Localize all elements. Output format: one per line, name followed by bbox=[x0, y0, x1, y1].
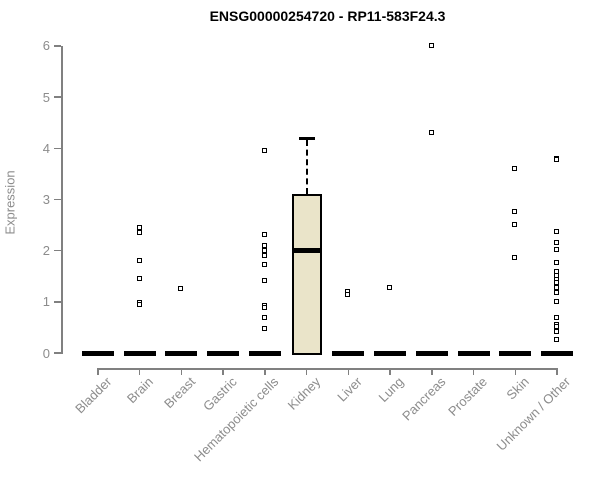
data-point bbox=[554, 328, 560, 334]
data-point bbox=[512, 222, 518, 228]
zero-median-bar bbox=[207, 350, 240, 356]
zero-median-bar bbox=[374, 350, 407, 356]
x-tick-mark bbox=[264, 368, 266, 375]
y-tick-mark bbox=[54, 352, 61, 354]
x-category-label: Pancreas bbox=[399, 374, 449, 424]
data-point bbox=[554, 337, 560, 343]
y-tick-mark bbox=[54, 249, 61, 252]
x-tick-mark bbox=[138, 368, 141, 375]
zero-median-bar bbox=[541, 350, 574, 356]
zero-median-bar bbox=[499, 350, 532, 356]
zero-median-bar bbox=[248, 350, 281, 356]
data-point bbox=[387, 284, 393, 290]
y-tick-label: 4 bbox=[42, 140, 50, 156]
x-category-label: Breast bbox=[160, 374, 199, 412]
x-tick-mark bbox=[472, 368, 475, 375]
data-point bbox=[554, 246, 560, 252]
data-point bbox=[261, 252, 267, 258]
y-tick-mark bbox=[54, 301, 61, 303]
data-point bbox=[136, 257, 142, 263]
data-point bbox=[512, 165, 518, 171]
data-point bbox=[554, 229, 560, 235]
data-point bbox=[512, 254, 518, 260]
x-tick-mark bbox=[556, 368, 558, 375]
data-point bbox=[261, 315, 267, 321]
median-line bbox=[291, 248, 322, 254]
x-tick-mark bbox=[97, 368, 99, 375]
zero-median-bar bbox=[165, 350, 198, 356]
x-tick-mark bbox=[389, 368, 391, 375]
data-point bbox=[428, 42, 434, 48]
y-tick-mark bbox=[54, 147, 61, 150]
y-tick-mark bbox=[54, 45, 61, 47]
x-category-label: Brain bbox=[124, 374, 157, 407]
y-axis-line bbox=[61, 45, 63, 354]
y-tick-label: 6 bbox=[42, 38, 50, 54]
data-point bbox=[261, 261, 267, 267]
data-point bbox=[261, 305, 267, 311]
x-category-label: Unknown / Other bbox=[494, 374, 574, 454]
upper-whisker bbox=[305, 140, 308, 195]
x-tick-mark bbox=[222, 368, 224, 375]
y-tick-label: 2 bbox=[42, 243, 50, 259]
y-tick-label: 5 bbox=[42, 89, 50, 105]
data-point bbox=[261, 242, 267, 248]
data-point bbox=[554, 284, 560, 290]
y-axis-label: Expression bbox=[2, 170, 18, 235]
x-category-label: Gastric bbox=[200, 374, 240, 414]
data-point bbox=[428, 129, 434, 135]
data-point bbox=[554, 290, 560, 296]
box bbox=[291, 194, 322, 355]
data-point bbox=[261, 232, 267, 238]
x-tick-mark bbox=[180, 368, 183, 375]
data-point bbox=[136, 302, 142, 308]
data-point bbox=[345, 292, 351, 298]
x-tick-mark bbox=[305, 368, 308, 375]
data-point bbox=[261, 147, 267, 153]
data-point bbox=[554, 157, 560, 163]
x-category-label: Bladder bbox=[72, 374, 115, 417]
data-point bbox=[261, 325, 267, 331]
data-point bbox=[136, 224, 142, 230]
data-point bbox=[136, 275, 142, 281]
whisker-cap bbox=[298, 137, 315, 140]
y-tick-label: 1 bbox=[42, 294, 50, 310]
data-point bbox=[554, 315, 560, 321]
data-point bbox=[261, 247, 267, 253]
zero-median-bar bbox=[123, 350, 156, 356]
zero-median-bar bbox=[332, 350, 365, 356]
x-tick-mark bbox=[431, 368, 433, 375]
x-category-label: Liver bbox=[334, 374, 365, 405]
data-point bbox=[261, 278, 267, 284]
data-point bbox=[178, 286, 184, 292]
zero-median-bar bbox=[82, 350, 114, 356]
data-point bbox=[512, 209, 518, 215]
chart-title: ENSG00000254720 - RP11-583F24.3 bbox=[209, 8, 446, 24]
y-tick-mark bbox=[54, 96, 61, 98]
data-point bbox=[136, 229, 142, 235]
x-axis-line bbox=[98, 368, 559, 370]
y-tick-label: 0 bbox=[42, 345, 50, 361]
x-category-label: Lung bbox=[375, 374, 407, 406]
x-tick-mark bbox=[347, 368, 350, 375]
x-category-label: Prostate bbox=[445, 374, 491, 419]
y-tick-mark bbox=[54, 198, 61, 201]
zero-median-bar bbox=[415, 350, 448, 356]
x-tick-mark bbox=[514, 368, 517, 375]
x-category-label: Skin bbox=[503, 374, 532, 403]
zero-median-bar bbox=[457, 350, 490, 356]
y-tick-label: 3 bbox=[42, 191, 50, 207]
data-point bbox=[554, 259, 560, 265]
x-category-label: Kidney bbox=[284, 374, 324, 413]
data-point bbox=[554, 298, 560, 304]
data-point bbox=[554, 239, 560, 245]
